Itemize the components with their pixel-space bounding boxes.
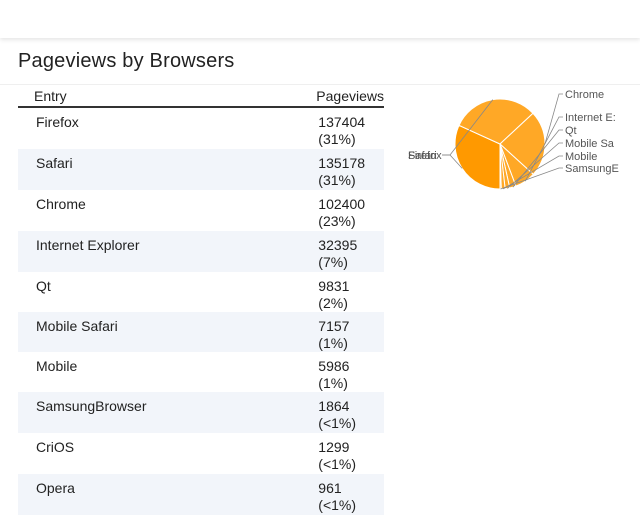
pie-slice-label: Internet E: [565, 112, 616, 124]
pie-slice-label: Qt [565, 125, 577, 137]
table-row: SamsungBrowser 1864 (<1%) [18, 392, 384, 433]
pageviews-cell: 1864 (<1%) [300, 392, 384, 433]
pie-slice-label: Safari [408, 150, 437, 162]
pageviews-cell: 961 (<1%) [300, 474, 384, 515]
pie-leader-line [524, 116, 563, 182]
pageviews-table: Entry Pageviews Firefox 137404 (31%) Safa… [18, 86, 384, 515]
pageviews-count: 32395 [318, 237, 358, 253]
pageviews-percent: (23%) [318, 213, 356, 229]
pageviews-cell: 5986 (1%) [318, 358, 350, 391]
pie-slice-label: Mobile Sa [565, 138, 615, 150]
table-row: Mobile 5986 (1%) [18, 352, 384, 392]
pie-leader-line [512, 129, 563, 188]
pageviews-count: 961 [318, 480, 342, 496]
table-row: Internet Explorer 32395 (7%) [18, 231, 384, 272]
pageviews-count: 102400 [318, 196, 366, 212]
pageviews-percent: (31%) [318, 131, 356, 147]
browser-pie-chart: Firefox Safari Chrome Internet E: Qt Mobile S… [404, 84, 640, 204]
table-row: CriOS 1299 (<1%) [18, 433, 384, 474]
entry-cell: Internet Explorer [18, 231, 301, 272]
table-row: Qt 9831 (2%) [18, 272, 384, 312]
pageviews-percent: (7%) [318, 254, 348, 270]
pageviews-cell: 135178 (31%) [300, 149, 384, 190]
entry-cell: Chrome [36, 196, 86, 212]
pie-slice-label: SamsungE [565, 163, 619, 175]
pageviews-percent: (31%) [318, 172, 356, 188]
top-bar [0, 0, 640, 38]
table-header-row: Entry Pageviews [18, 86, 384, 108]
pageviews-percent: (<1%) [318, 415, 357, 431]
pageviews-cell: 9831 (2%) [318, 278, 350, 311]
page-title: Pageviews by Browsers [18, 50, 235, 72]
entry-cell: SamsungBrowser [18, 392, 301, 433]
pie-leader-line [502, 155, 563, 190]
pie-slice-label: Chrome [565, 89, 604, 101]
entry-cell: Mobile [36, 358, 78, 374]
pie-leader-line [507, 142, 563, 189]
pageviews-cell: 7157 (1%) [300, 312, 384, 352]
table-row: Firefox 137404 (31%) [18, 107, 384, 149]
pageviews-percent: (<1%) [318, 497, 357, 513]
pageviews-count: 135178 [318, 155, 366, 171]
entry-cell: Safari [18, 149, 301, 190]
column-header-pageviews[interactable]: Pageviews [300, 86, 384, 108]
pie-leader-line [500, 167, 563, 190]
entry-cell: Opera [18, 474, 301, 515]
entry-cell: CriOS [36, 439, 75, 455]
pageviews-cell: 32395 (7%) [300, 231, 384, 272]
entry-cell: Firefox [36, 114, 79, 130]
pageviews-count: 1299 [318, 439, 350, 455]
pageviews-count: 1864 [318, 398, 350, 414]
entry-cell: Mobile Safari [18, 312, 301, 352]
pageviews-cell: 1299 (<1%) [300, 433, 384, 474]
table-row: Chrome 102400 (23%) [18, 190, 384, 231]
pageviews-percent: (<1%) [318, 456, 357, 472]
table-row: Mobile Safari 7157 (1%) [18, 312, 384, 352]
pageviews-count: 137404 [318, 114, 366, 130]
table-row: Safari 135178 (31%) [18, 149, 384, 190]
pie-leader-line [442, 99, 494, 156]
table-row: Opera 961 (<1%) [18, 474, 384, 515]
pie-slice-label: Firefox [408, 150, 442, 162]
pie-leader-line [544, 93, 563, 144]
pageviews-cell: 102400 (23%) [300, 190, 384, 231]
pie-slice-label: Mobile [565, 151, 597, 163]
title-divider [0, 84, 640, 85]
pageviews-cell: 137404 (31%) [300, 107, 384, 149]
entry-cell: Qt [36, 278, 51, 294]
column-header-entry[interactable]: Entry [18, 86, 301, 108]
